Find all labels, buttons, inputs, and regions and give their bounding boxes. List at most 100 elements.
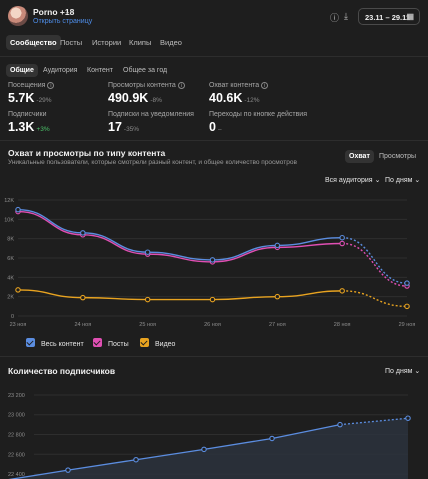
help-icon[interactable]: ⓘ xyxy=(330,13,340,23)
legend-label: Весь контент xyxy=(41,341,84,348)
tab-stories[interactable]: Истории xyxy=(92,38,122,47)
metric-value: 17 xyxy=(108,120,122,134)
subscribers-section-title: Количество подписчиков xyxy=(8,366,116,376)
metric-delta: -8% xyxy=(150,97,162,104)
data-point-video xyxy=(209,296,216,303)
info-icon[interactable]: i xyxy=(177,82,185,89)
legend-video[interactable]: Видео xyxy=(140,338,175,348)
data-point xyxy=(269,435,275,442)
metric-delta: -29% xyxy=(36,97,52,104)
metric-label: Охват контента xyxy=(209,82,260,89)
x-tick-label: 25 ноя xyxy=(139,322,156,328)
series-line-posts xyxy=(17,210,343,263)
period-dropdown[interactable]: По дням ⌄ xyxy=(385,176,420,184)
metric-content-reach: Охват контента i 40.6K -12% xyxy=(209,82,269,105)
y-tick-label: 23 000 xyxy=(8,413,25,419)
data-point-video xyxy=(339,288,345,294)
tab-posts[interactable]: Посты xyxy=(60,38,83,47)
series-line-all xyxy=(17,208,343,261)
period-dropdown-label: По дням xyxy=(385,368,413,375)
metric-delta: – xyxy=(217,126,222,133)
y-tick-label: 6K xyxy=(7,256,14,262)
tab-community[interactable]: Сообщество xyxy=(6,35,61,50)
metric-subscribers: Подписчики 1.3K +3% xyxy=(8,111,50,134)
subscribers-period-dropdown[interactable]: По дням ⌄ xyxy=(385,367,420,375)
metric-delta: -35% xyxy=(123,126,140,133)
info-icon[interactable]: i xyxy=(261,82,269,89)
info-icon[interactable]: i xyxy=(47,82,55,89)
series-forecast-all xyxy=(342,237,408,284)
y-tick-label: 10K xyxy=(4,217,14,223)
subtab-general[interactable]: Общие xyxy=(6,64,38,77)
subtab-yearly[interactable]: Общее за год xyxy=(123,67,168,74)
y-tick-label: 22 400 xyxy=(8,472,25,478)
toggle-reach[interactable]: Охват xyxy=(345,150,374,163)
subtab-audience[interactable]: Аудитория xyxy=(43,67,78,74)
data-point xyxy=(133,456,139,463)
legend-posts[interactable]: Посты xyxy=(93,338,129,348)
series-forecast-video xyxy=(342,290,408,308)
y-tick-label: 22 800 xyxy=(8,433,25,439)
x-tick-label: 24 ноя xyxy=(74,322,91,328)
divider xyxy=(0,56,428,57)
legend-label: Видео xyxy=(155,341,176,348)
y-tick-label: 23 200 xyxy=(8,393,25,399)
y-tick-label: 12K xyxy=(4,198,14,204)
metric-value: 1.3K xyxy=(8,120,35,134)
metric-label: Подписки на уведомления xyxy=(108,111,194,118)
legend-label: Посты xyxy=(108,341,129,348)
data-point-video xyxy=(144,296,151,303)
data-point-all xyxy=(80,230,86,236)
date-range-button[interactable]: 23.11 – 29.11 ▦ xyxy=(358,8,420,25)
x-tick-label: 28 ноя xyxy=(334,322,351,328)
metric-label: Переходы по кнопке действия xyxy=(209,111,308,118)
data-point-video xyxy=(80,294,86,301)
data-point xyxy=(65,467,71,473)
area-fill xyxy=(0,418,408,479)
chevron-down-icon: ⌄ xyxy=(414,177,421,184)
toggle-views[interactable]: Просмотры xyxy=(379,153,416,160)
y-tick-label: 4K xyxy=(7,275,14,281)
y-tick-label: 0 xyxy=(11,314,14,320)
chevron-down-icon[interactable]: ⌄ xyxy=(64,7,71,16)
data-point-posts xyxy=(339,240,345,247)
y-tick-label: 22 600 xyxy=(8,452,25,458)
data-point-all xyxy=(274,242,281,249)
legend-all-content[interactable]: Весь контент xyxy=(26,338,84,348)
tab-clips[interactable]: Клипы xyxy=(129,38,152,47)
y-tick-label: 2K xyxy=(7,295,14,301)
x-tick-label: 27 ноя xyxy=(269,322,286,328)
metric-label: Просмотры контента xyxy=(108,82,176,89)
data-point xyxy=(201,446,207,453)
data-point-video xyxy=(274,293,281,300)
metric-label: Подписчики xyxy=(8,111,47,118)
reach-section-subtitle: Уникальные пользователи, которые смотрел… xyxy=(8,159,297,166)
audience-dropdown[interactable]: Вся аудитория ⌄ xyxy=(325,176,380,184)
metric-value: 40.6K xyxy=(209,91,243,105)
x-tick-label: 23 ноя xyxy=(10,322,27,328)
top-bar: Porno +18 ⌄ Открыть страницу ⓘ ⤓ 23.11 –… xyxy=(0,0,428,32)
metric-value: 490.9K xyxy=(108,91,149,105)
subtab-content[interactable]: Контент xyxy=(87,67,113,74)
subscribers-chart: 22 400 22 600 22 800 23 000 23 200 xyxy=(0,393,411,479)
avatar[interactable] xyxy=(8,6,28,26)
tab-video[interactable]: Видео xyxy=(160,38,182,47)
metric-delta: -12% xyxy=(244,97,260,104)
data-point-all xyxy=(209,257,216,263)
period-dropdown-label: По дням xyxy=(385,177,413,184)
metric-action-button-clicks: Переходы по кнопке действия 0– xyxy=(209,111,307,134)
reach-chart: 0 2K 4K 6K 8K 10K 12K 23 ноя 24 ноя 25 ноя 26 ноя 2… xyxy=(4,198,416,328)
x-tick-label: 29 ноя xyxy=(399,322,416,328)
account-name[interactable]: Porno +18 xyxy=(33,7,75,17)
data-point-all xyxy=(15,206,21,213)
checkbox-icon xyxy=(140,338,149,347)
download-icon[interactable]: ⤓ xyxy=(344,11,348,21)
subscribers-line xyxy=(8,423,341,479)
series-line-video xyxy=(17,289,343,301)
open-page-link[interactable]: Открыть страницу xyxy=(33,18,93,25)
data-point-video xyxy=(404,303,410,310)
divider xyxy=(0,356,428,357)
chevron-down-icon: ⌄ xyxy=(414,368,421,375)
calendar-icon: ▦ xyxy=(406,12,414,21)
metric-notification-subs: Подписки на уведомления 17 -35% xyxy=(108,111,194,134)
